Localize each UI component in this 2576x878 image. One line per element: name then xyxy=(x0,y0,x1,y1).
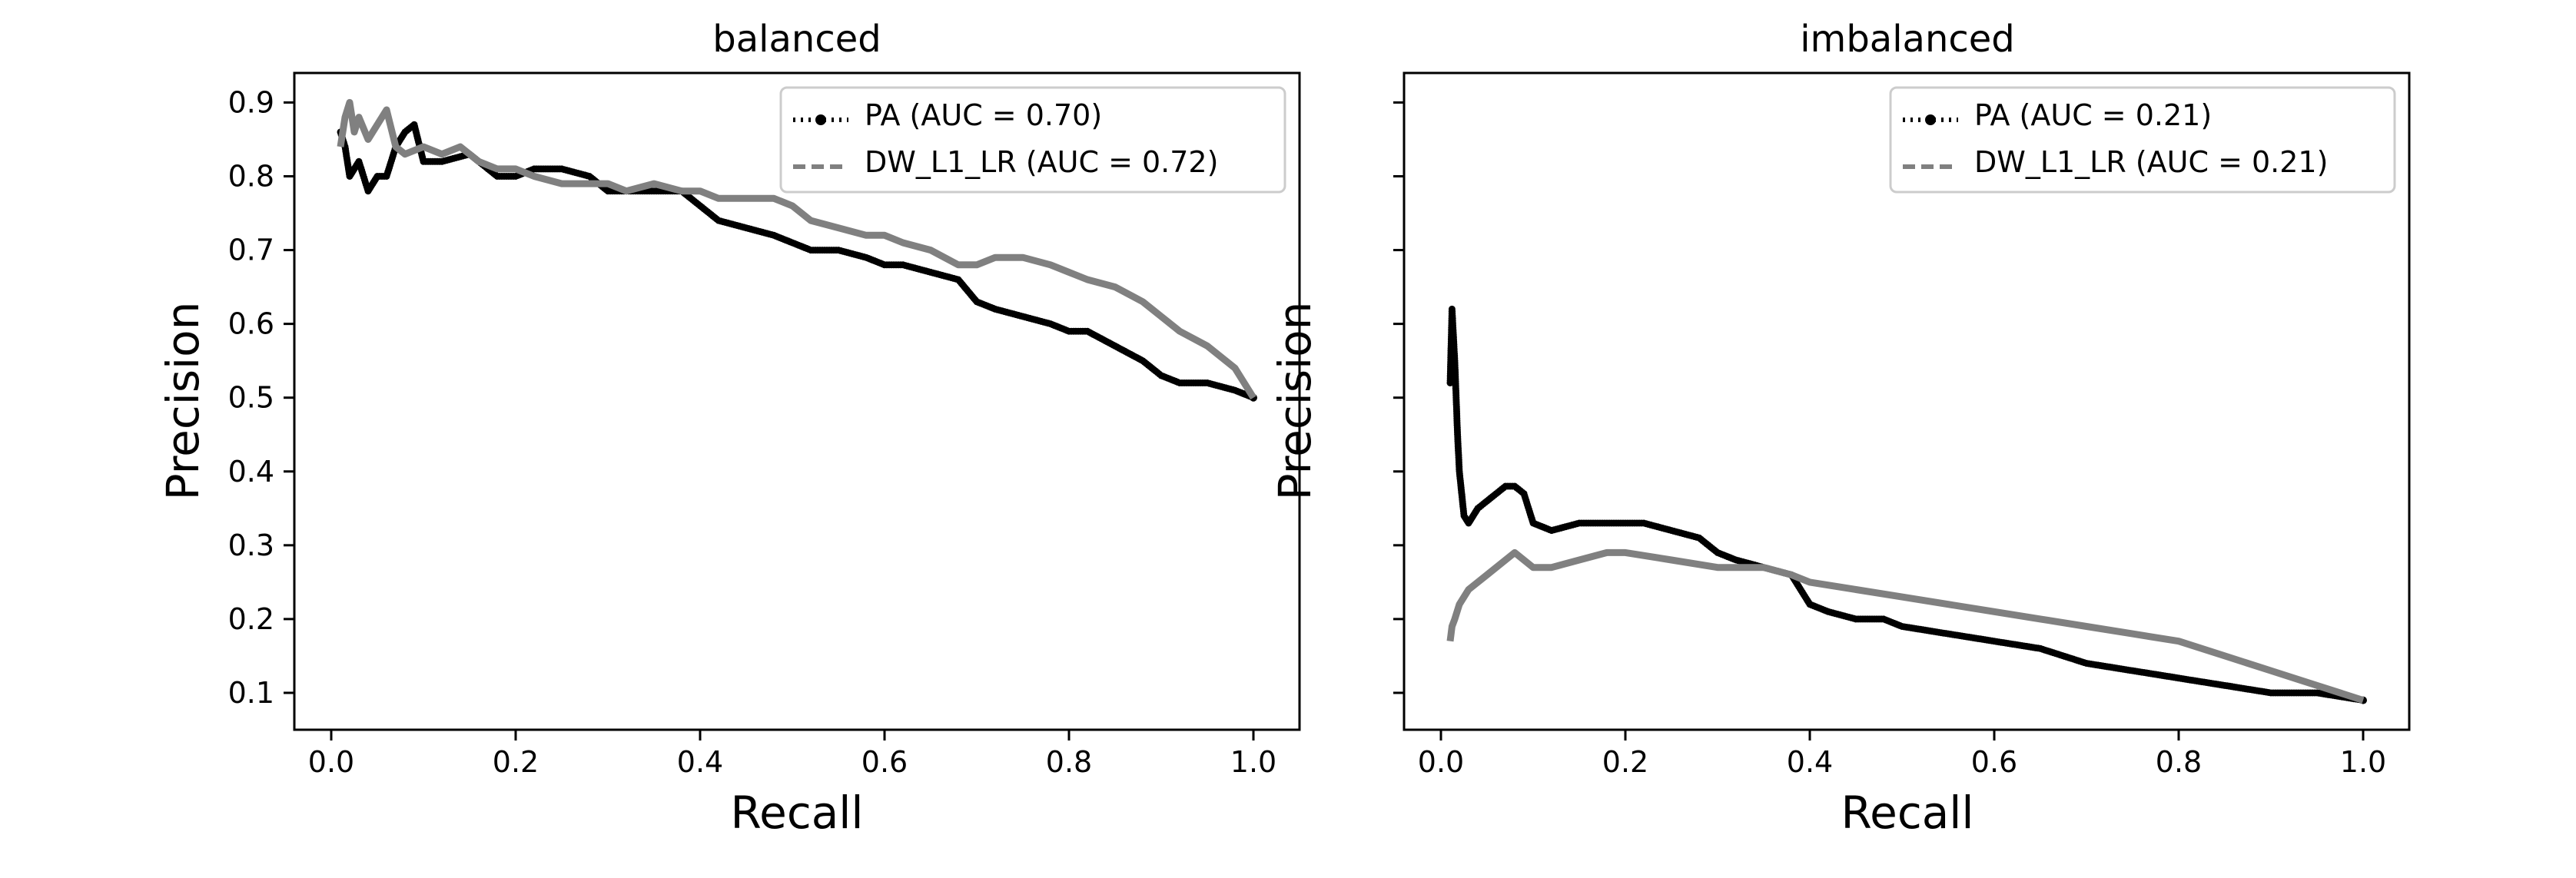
y-axis-label: Precision xyxy=(1269,302,1321,501)
y-tick-label: 0.8 xyxy=(228,159,274,193)
y-axis-label: Precision xyxy=(157,302,209,501)
plot-frame xyxy=(293,71,1301,731)
series-1 xyxy=(337,98,1256,400)
legend-swatch-pa xyxy=(1903,114,1958,125)
plot-area xyxy=(337,98,1257,402)
x-axis-label: Recall xyxy=(730,787,863,839)
series-line xyxy=(1446,548,2365,704)
x-tick-label: 0.0 xyxy=(308,745,354,779)
y-tick-label: 0.5 xyxy=(228,381,274,415)
y-axis-ticks xyxy=(1393,101,1404,694)
x-tick-label: 0.6 xyxy=(1971,745,2017,779)
series-line xyxy=(1449,309,2364,702)
legend: PA (AUC = 0.21) DW_L1_LR (AUC = 0.21) xyxy=(1889,86,2396,194)
y-tick-label: 0.9 xyxy=(228,85,274,119)
x-tick-label: 0.0 xyxy=(1418,745,1464,779)
legend-label-dw-l1-lr: DW_L1_LR (AUC = 0.72) xyxy=(865,145,1218,179)
x-tick-label: 0.2 xyxy=(1602,745,1648,779)
x-tick-label: 0.2 xyxy=(493,745,539,779)
legend-label-pa: PA (AUC = 0.70) xyxy=(865,98,1102,132)
x-axis-ticks: 0.0 0.2 0.4 0.6 0.8 1.0 xyxy=(1418,730,2386,779)
panel-balanced: balanced 0.0 0.2 0.4 0.6 0.8 1.0 0.1 0.2 0.3 0.4… xyxy=(157,18,1301,839)
y-tick-label: 0.7 xyxy=(228,234,274,267)
legend-label-dw-l1-lr: DW_L1_LR (AUC = 0.21) xyxy=(1974,145,2328,179)
x-tick-label: 0.6 xyxy=(861,745,908,779)
series-0 xyxy=(1446,305,2367,704)
y-tick-label: 0.2 xyxy=(228,602,274,636)
series-1 xyxy=(1446,548,2365,704)
x-tick-label: 0.4 xyxy=(677,745,723,779)
y-tick-label: 0.1 xyxy=(228,676,274,710)
y-tick-label: 0.3 xyxy=(228,528,274,562)
panel-imbalanced: imbalanced 0.0 0.2 0.4 0.6 0.8 1.0 Recall Pre… xyxy=(1269,18,2411,839)
x-axis-ticks: 0.0 0.2 0.4 0.6 0.8 1.0 xyxy=(308,730,1276,779)
plot-frame xyxy=(1403,71,2411,731)
series-line xyxy=(337,98,1256,400)
legend-frame xyxy=(1889,86,2396,194)
x-tick-label: 1.0 xyxy=(2340,745,2386,779)
plot-area xyxy=(1446,305,2367,704)
chart-title: imbalanced xyxy=(1800,18,2015,61)
legend: PA (AUC = 0.70) DW_L1_LR (AUC = 0.72) xyxy=(779,86,1286,194)
y-tick-label: 0.4 xyxy=(228,455,274,489)
x-tick-label: 0.4 xyxy=(1787,745,1833,779)
x-tick-label: 0.8 xyxy=(2156,745,2202,779)
x-tick-label: 1.0 xyxy=(1230,745,1276,779)
y-tick-label: 0.6 xyxy=(228,307,274,341)
x-axis-label: Recall xyxy=(1841,787,1973,839)
legend-marker xyxy=(1925,114,1936,125)
x-tick-label: 0.8 xyxy=(1046,745,1092,779)
legend-label-pa: PA (AUC = 0.21) xyxy=(1974,98,2212,132)
legend-marker xyxy=(815,114,826,125)
legend-frame xyxy=(779,86,1286,194)
chart-title: balanced xyxy=(712,18,881,61)
y-axis-ticks: 0.1 0.2 0.3 0.4 0.5 0.6 0.7 0.8 0.9 xyxy=(228,85,294,710)
legend-swatch-pa xyxy=(793,114,848,125)
